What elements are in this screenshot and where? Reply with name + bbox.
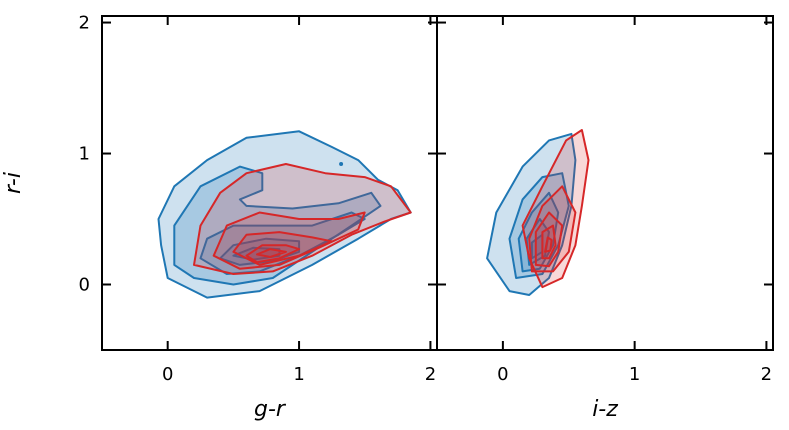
contour-red-level-4 — [245, 244, 301, 264]
x-tick-label: 1 — [293, 364, 304, 385]
x-tick-label: 2 — [425, 364, 436, 385]
x-tick-label: 0 — [497, 364, 508, 385]
x-axis-label: g-r — [254, 397, 287, 422]
y-axis-label: r-i — [1, 172, 26, 194]
contour-red-level-2 — [212, 211, 366, 270]
x-tick-label: 1 — [629, 364, 640, 385]
y-tick-label: 0 — [79, 275, 90, 296]
y-tick-label: 1 — [79, 144, 90, 165]
panel-iz: 0 1 2 i-z — [436, 15, 774, 422]
panel-gr: 0 1 2 0 1 2 g-r r-i — [1, 13, 438, 422]
contour-red-level-2 — [528, 185, 577, 273]
x-tick-label: 2 — [761, 364, 772, 385]
contour-red-level-3 — [232, 231, 333, 266]
x-tick-label: 0 — [162, 364, 173, 385]
x-axis-label: i-z — [592, 397, 618, 422]
contour-red-level-5 — [256, 248, 287, 258]
plot-frame — [436, 15, 774, 351]
contour-blue-island — [339, 162, 344, 167]
y-tick-label: 2 — [79, 13, 90, 34]
contour-red-level-1 — [521, 129, 590, 289]
contour-red-level-5 — [544, 236, 553, 253]
